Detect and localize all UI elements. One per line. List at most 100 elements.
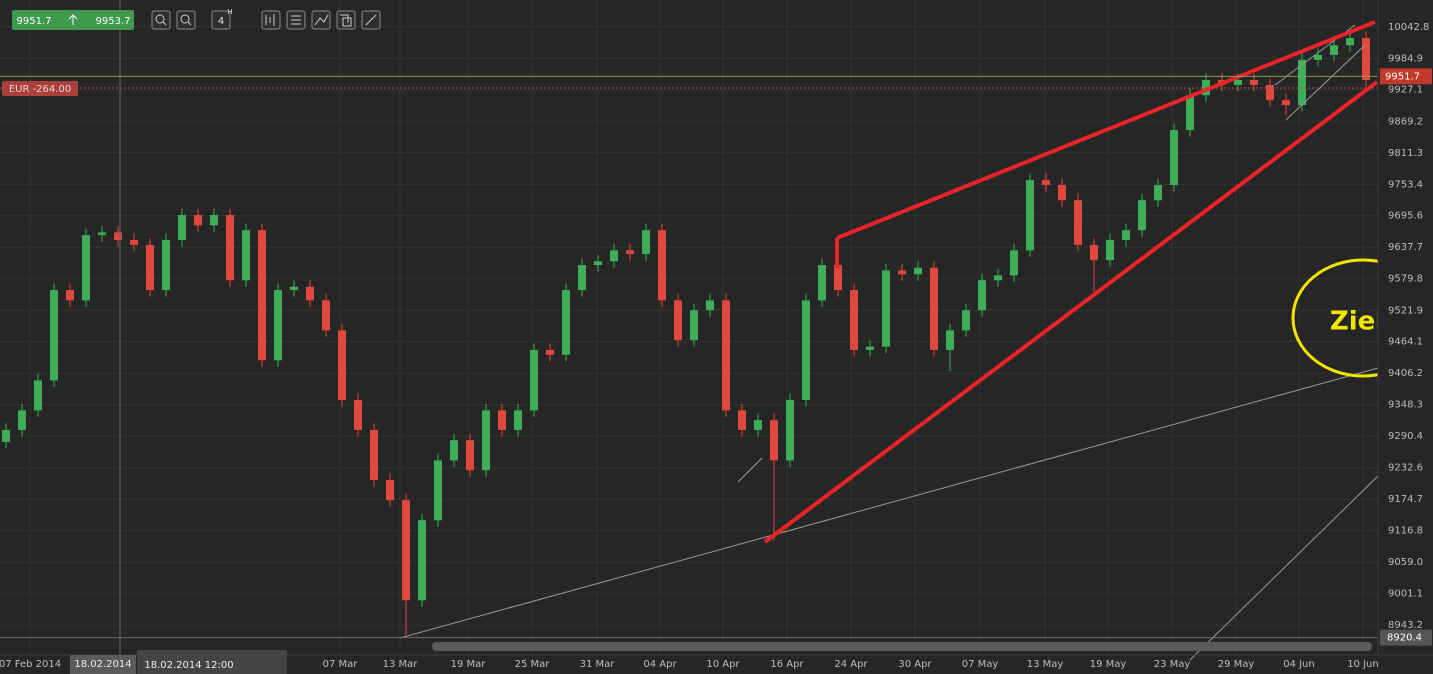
y-tick-label: 9753.4 <box>1388 179 1423 190</box>
candle-body <box>930 267 938 350</box>
candles <box>2 31 1370 636</box>
candle-body <box>1282 100 1290 106</box>
x-tick-label: 31 Mar <box>580 659 616 670</box>
candle-body <box>82 235 90 301</box>
support-line <box>399 367 1379 639</box>
zoom-in[interactable] <box>176 10 196 30</box>
candle-body <box>1090 244 1098 261</box>
candle-body <box>1026 180 1034 251</box>
candle-body <box>18 410 26 430</box>
x-tick-label: 07 Feb 2014 <box>0 659 61 670</box>
x-tick-label: 07 Mar <box>323 659 359 670</box>
interval-value: 4 <box>218 16 224 27</box>
y-tick-label: 9637.7 <box>1388 242 1423 253</box>
candle-body <box>626 250 634 255</box>
candle-body <box>162 240 170 291</box>
candle-body <box>738 410 746 430</box>
candle-body <box>274 290 282 361</box>
candle-body <box>834 265 842 291</box>
x-axis: 07 Feb 2014 07 Mar 13 Mar 19 Mar 25 Mar 31 Ma… <box>0 659 1379 670</box>
x-tick-label: 04 Apr <box>643 659 677 670</box>
x-tick-label: 30 Apr <box>898 659 932 670</box>
candle-body <box>898 270 906 275</box>
position-badge[interactable] <box>2 81 78 96</box>
candle-body <box>1266 84 1274 101</box>
y-axis: 10042.8 9984.9 9927.1 9869.2 9811.3 9753.4 969… <box>1380 22 1432 646</box>
candle-body <box>98 232 106 236</box>
icon <box>365 14 377 26</box>
candle-body <box>322 300 330 331</box>
zoom-out[interactable] <box>151 10 171 30</box>
channel-line <box>737 457 763 483</box>
candle-body <box>802 300 810 400</box>
x-tick-label: 19 May <box>1090 659 1127 670</box>
y-tick-label: 9348.3 <box>1388 400 1423 411</box>
candle-body <box>754 420 762 430</box>
candle-body <box>386 480 394 501</box>
candle-body <box>354 400 362 430</box>
y-tick-label: 9869.2 <box>1388 116 1423 127</box>
y-tick-label: 9406.2 <box>1388 368 1423 379</box>
candle-body <box>914 267 922 275</box>
y-tick-label: 9059.0 <box>1388 557 1423 568</box>
candle-body <box>1298 59 1306 106</box>
candle-body <box>658 230 666 301</box>
candle-body <box>594 261 602 266</box>
y-tick-label: 9695.6 <box>1388 211 1423 222</box>
scrollbar[interactable] <box>432 642 1372 651</box>
candle-body <box>50 290 58 381</box>
interval-unit: H <box>227 8 232 16</box>
candle-body <box>1138 200 1146 231</box>
icon <box>187 21 192 26</box>
candle-body <box>530 349 538 411</box>
candle-body <box>242 230 250 281</box>
candle-body <box>722 300 730 411</box>
y-tick-label: 10042.8 <box>1388 22 1429 33</box>
candle-body <box>1010 250 1018 276</box>
up-arrow <box>68 14 78 25</box>
crosshair-price-label: 8920.4 <box>1387 633 1422 644</box>
interval[interactable] <box>211 10 231 30</box>
drawing-tool[interactable] <box>311 10 331 30</box>
price-lines <box>0 75 1378 639</box>
candle-body <box>1154 185 1162 201</box>
wedge-line <box>763 80 1379 544</box>
candle-body <box>146 244 154 291</box>
candle-body <box>690 310 698 341</box>
x-tick-label: 10 Apr <box>706 659 740 670</box>
candle-body <box>466 440 474 471</box>
candle-body <box>258 230 266 361</box>
candle-body <box>114 232 122 240</box>
y-axis-panel <box>1378 0 1433 655</box>
candle-body <box>338 330 346 400</box>
candle-body <box>978 280 986 311</box>
candle-body <box>562 290 570 355</box>
x-tick-label: 13 Mar <box>383 659 419 670</box>
candle-body <box>546 349 554 355</box>
candle-body <box>818 265 826 301</box>
candle-body <box>34 380 42 411</box>
candle-body <box>178 214 186 240</box>
y-tick-label: 9116.8 <box>1388 526 1423 537</box>
y-tick-label: 9579.8 <box>1388 274 1423 285</box>
candle-body <box>1330 45 1338 55</box>
candle-body <box>306 286 314 301</box>
icon <box>291 15 301 25</box>
y-tick-label: 9811.3 <box>1388 148 1423 159</box>
chart-type[interactable] <box>261 10 281 30</box>
candle-body <box>770 420 778 461</box>
candle-body <box>866 346 874 350</box>
toolbar-icons <box>155 14 377 27</box>
crosshair-datetime: 18.02.2014 12:00 <box>144 660 233 671</box>
y-tick-label: 8943.2 <box>1388 620 1423 631</box>
candle-body <box>946 330 954 350</box>
y-tick-label: 9174.7 <box>1388 494 1423 505</box>
drawings <box>399 20 1433 661</box>
grid <box>0 0 1378 655</box>
last-price-label: 9951.7 <box>1385 71 1420 82</box>
crosshair-date-box <box>70 655 136 674</box>
crosshair-price-badge <box>1380 629 1432 646</box>
annotation: Ziel <box>1330 307 1384 337</box>
